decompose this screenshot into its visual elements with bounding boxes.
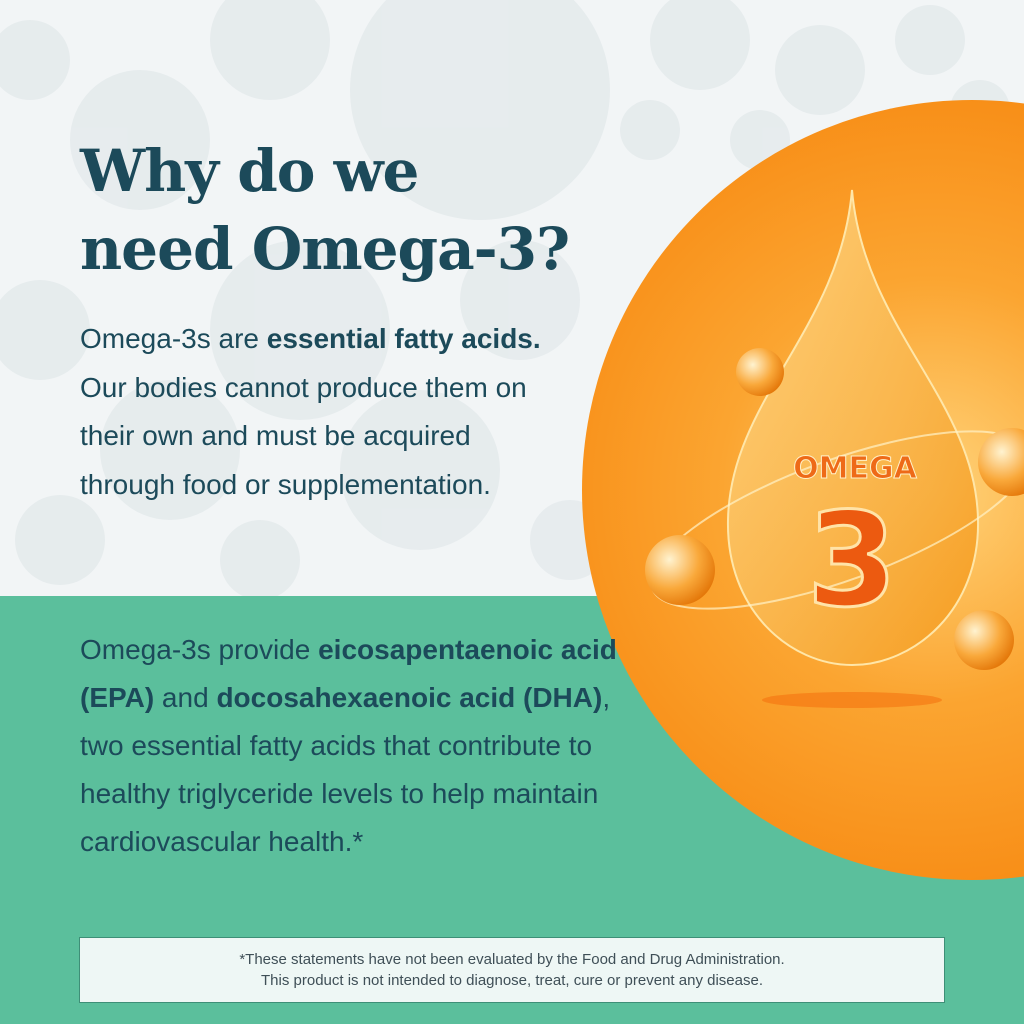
disclaimer-line-1: *These statements have not been evaluate… xyxy=(239,951,785,968)
intro-bold: essential fatty acids. xyxy=(266,323,541,354)
benefits-text: Omega-3s provide xyxy=(80,634,319,665)
bubble-icon xyxy=(954,610,1014,670)
bubble-icon xyxy=(978,428,1024,496)
title-line-1: Why do we xyxy=(80,137,419,205)
bubble-icon xyxy=(645,535,715,605)
dha-bold: docosahexaenoic acid (DHA) xyxy=(216,682,603,713)
intro-text: Our bodies cannot produce them on their … xyxy=(80,371,527,500)
fda-disclaimer: *These statements have not been evaluate… xyxy=(79,937,945,1003)
number-3-label: 3 xyxy=(807,484,897,636)
omega-label: OMEGA xyxy=(793,451,917,486)
intro-paragraph: Omega-3s are essential fatty acids. Our … xyxy=(80,315,570,509)
title-line-2: need Omega-3? xyxy=(80,215,570,283)
bubble-icon xyxy=(736,348,784,396)
bubble-pattern-background xyxy=(0,0,1010,600)
epa-bold: eicosapentaenoic acid (EPA) xyxy=(80,634,617,713)
benefits-text: and xyxy=(154,682,217,713)
disclaimer-line-2: This product is not intended to diagnose… xyxy=(261,972,763,989)
benefits-paragraph: Omega-3s provide eicosapentaenoic acid (… xyxy=(80,626,620,866)
oil-drop-icon xyxy=(726,189,980,667)
page-title: Why do we need Omega-3? xyxy=(80,132,570,288)
intro-text: Omega-3s are xyxy=(80,323,267,354)
benefits-text: , two essential fatty acids that contrib… xyxy=(80,682,611,857)
